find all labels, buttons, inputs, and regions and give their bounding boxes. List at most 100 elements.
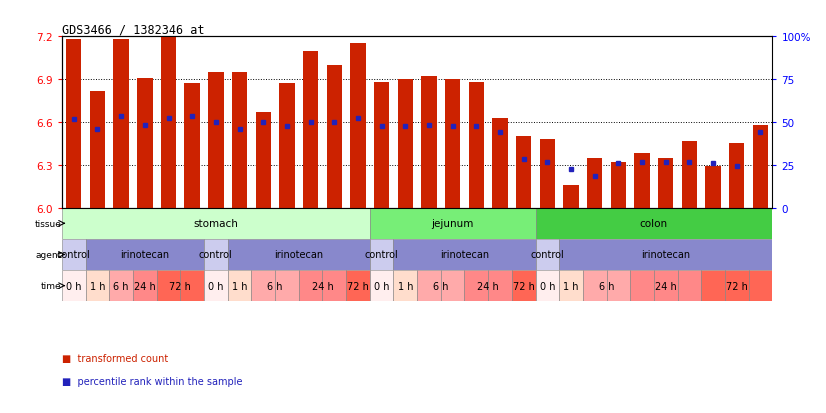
Text: 1 h: 1 h — [563, 281, 579, 291]
Text: 6 h: 6 h — [433, 281, 449, 291]
Bar — [275, 271, 299, 301]
Text: jejunum: jejunum — [431, 219, 474, 229]
Bar — [90, 91, 105, 208]
Bar — [109, 271, 133, 301]
Bar — [62, 208, 370, 239]
Text: ■  transformed count: ■ transformed count — [62, 353, 169, 363]
Bar — [512, 271, 535, 301]
Bar — [370, 208, 535, 239]
Text: irinotecan: irinotecan — [641, 250, 691, 260]
Text: GDS3466 / 1382346_at: GDS3466 / 1382346_at — [62, 23, 205, 36]
Text: 72 h: 72 h — [513, 281, 534, 291]
Text: 72 h: 72 h — [347, 281, 369, 291]
Bar — [137, 78, 153, 208]
Text: 1 h: 1 h — [397, 281, 413, 291]
Text: 6 h: 6 h — [599, 281, 615, 291]
Bar — [346, 271, 370, 301]
Bar — [654, 271, 677, 301]
Text: 1 h: 1 h — [232, 281, 247, 291]
Text: control: control — [365, 250, 398, 260]
Bar — [725, 271, 748, 301]
Text: 72 h: 72 h — [726, 281, 748, 291]
Bar — [583, 271, 606, 301]
Text: time: time — [40, 281, 61, 290]
Bar — [113, 40, 129, 208]
Bar — [299, 271, 322, 301]
Text: 0 h: 0 h — [374, 281, 389, 291]
Bar — [587, 158, 602, 208]
Bar — [251, 271, 275, 301]
Bar — [559, 239, 772, 271]
Text: 0 h: 0 h — [66, 281, 82, 291]
Text: irinotecan: irinotecan — [121, 250, 169, 260]
Bar — [370, 271, 393, 301]
Bar — [66, 40, 82, 208]
Text: tissue: tissue — [35, 219, 61, 228]
Bar — [677, 271, 701, 301]
Text: 1 h: 1 h — [90, 281, 105, 291]
Bar — [255, 113, 271, 208]
Bar — [133, 271, 157, 301]
Bar — [374, 83, 389, 208]
Bar — [610, 163, 626, 208]
Text: 6 h: 6 h — [268, 281, 282, 291]
Text: 24 h: 24 h — [134, 281, 155, 291]
Bar — [559, 271, 583, 301]
Bar — [62, 239, 86, 271]
Text: 6 h: 6 h — [113, 281, 129, 291]
Bar — [705, 167, 721, 208]
Bar — [393, 271, 417, 301]
Bar — [516, 137, 531, 208]
Bar — [279, 84, 295, 208]
Bar — [445, 80, 460, 208]
Bar — [658, 158, 673, 208]
Text: 72 h: 72 h — [169, 281, 192, 291]
Bar — [232, 73, 247, 208]
Text: 24 h: 24 h — [477, 281, 499, 291]
Bar — [630, 271, 654, 301]
Bar — [464, 271, 488, 301]
Bar — [350, 44, 366, 208]
Bar — [204, 271, 228, 301]
Bar — [86, 239, 204, 271]
Text: control: control — [530, 250, 564, 260]
Bar — [157, 271, 180, 301]
Bar — [204, 239, 228, 271]
Bar — [729, 144, 744, 208]
Bar — [606, 271, 630, 301]
Bar — [748, 271, 772, 301]
Bar — [539, 140, 555, 208]
Bar — [370, 239, 393, 271]
Text: control: control — [199, 250, 233, 260]
Bar — [535, 239, 559, 271]
Bar — [86, 271, 109, 301]
Bar — [701, 271, 725, 301]
Text: agent: agent — [36, 250, 61, 259]
Bar — [326, 66, 342, 208]
Bar — [563, 185, 579, 208]
Bar — [441, 271, 464, 301]
Bar — [535, 208, 772, 239]
Bar — [184, 84, 200, 208]
Bar — [393, 239, 535, 271]
Text: colon: colon — [640, 219, 668, 229]
Text: irinotecan: irinotecan — [274, 250, 323, 260]
Bar — [417, 271, 441, 301]
Text: 0 h: 0 h — [539, 281, 555, 291]
Bar — [161, 37, 176, 208]
Bar — [180, 271, 204, 301]
Text: ■  percentile rank within the sample: ■ percentile rank within the sample — [62, 376, 243, 386]
Bar — [228, 271, 251, 301]
Bar — [421, 77, 437, 208]
Text: control: control — [57, 250, 91, 260]
Text: 0 h: 0 h — [208, 281, 224, 291]
Bar — [303, 52, 318, 208]
Bar — [752, 126, 768, 208]
Bar — [535, 271, 559, 301]
Text: 24 h: 24 h — [311, 281, 333, 291]
Bar — [681, 141, 697, 208]
Bar — [228, 239, 370, 271]
Bar — [488, 271, 512, 301]
Text: irinotecan: irinotecan — [440, 250, 489, 260]
Bar — [62, 271, 86, 301]
